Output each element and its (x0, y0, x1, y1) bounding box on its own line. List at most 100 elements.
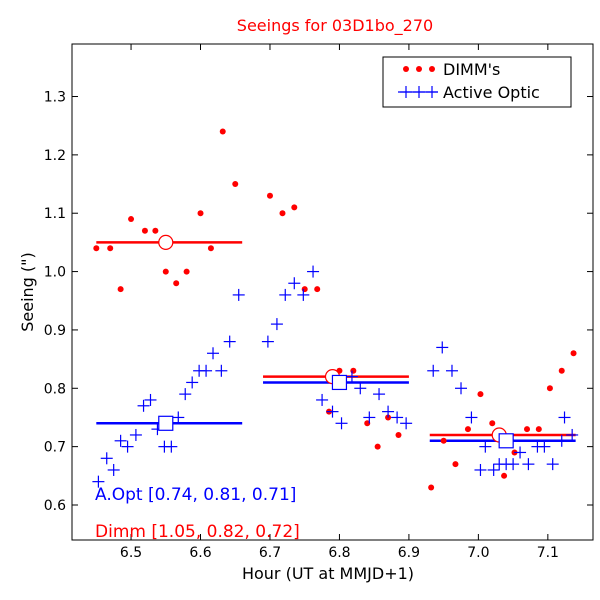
dimm-point (152, 227, 159, 234)
active-optic-point (382, 405, 395, 418)
dimm-point (173, 280, 180, 287)
dimm-point (350, 367, 357, 374)
active-optic-point (514, 446, 527, 459)
active-optic-point (223, 335, 236, 348)
active-optic-point (100, 452, 113, 465)
y-tick-label: 1.2 (44, 148, 66, 164)
dimm-point (570, 350, 577, 357)
legend-marks (398, 66, 438, 98)
active-optic-point (555, 434, 568, 447)
x-tick-label: 6.6 (189, 545, 211, 561)
dimm-point (501, 472, 508, 479)
dimm-point (464, 426, 471, 433)
active-optic-point (354, 382, 367, 395)
legend-dimm-dot (416, 66, 422, 72)
x-tick-label: 6.8 (328, 545, 350, 561)
legend-box (382, 56, 572, 108)
legend: DIMM's Active Optic (382, 56, 572, 108)
active-optic-point (522, 458, 535, 471)
active-optic-point (427, 364, 440, 377)
y-tick-label: 0.9 (44, 323, 66, 339)
median-markers (158, 234, 514, 449)
dimm-point (291, 204, 298, 211)
active-optic-point (297, 288, 310, 301)
y-tick-label: 1.0 (44, 265, 66, 281)
dimm-point (546, 385, 553, 392)
active-optic-point (144, 393, 157, 406)
dimm-point (117, 286, 124, 293)
legend-dimm-dot (429, 66, 435, 72)
dimm-point (266, 192, 273, 199)
annotation-aopt: A.Opt [0.74, 0.81, 0.71] (95, 485, 296, 505)
data-points (92, 128, 579, 491)
x-tick-label: 6.5 (120, 545, 142, 561)
dimm-point (524, 426, 531, 433)
active-optic-point (487, 463, 500, 476)
axis-ticks: 6.5 6.6 6.7 6.8 6.9 7.0 7.1 0.6 0.7 0.8 0.9 1.0 1.1 1… (44, 44, 593, 561)
x-tick-label: 6.7 (259, 545, 281, 561)
y-tick-label: 0.7 (44, 440, 66, 456)
active-optic-point (92, 475, 105, 488)
dimm-point (535, 426, 542, 433)
active-optic-point (215, 364, 228, 377)
aopt-median-marker (498, 433, 514, 449)
dimm-point (428, 484, 435, 491)
annotation-dimm: Dimm [1.05, 0.82, 0.72] (95, 522, 300, 542)
active-optic-point (391, 411, 404, 424)
y-tick-label: 0.8 (44, 381, 66, 397)
active-optic-point (363, 411, 376, 424)
dimm-point (141, 227, 148, 234)
y-tick-label: 1.1 (44, 206, 66, 222)
active-optic-point (558, 411, 571, 424)
active-optic-point (129, 428, 142, 441)
legend-dimm-dot (403, 66, 409, 72)
active-optic-point (179, 388, 192, 401)
active-optic-point (121, 440, 134, 453)
dimm-point (489, 420, 496, 427)
active-optic-point (307, 265, 320, 278)
dimm-point (452, 461, 459, 468)
dimm-point (279, 210, 286, 217)
active-optic-point (270, 318, 283, 331)
legend-label-aopt: Active Optic (443, 83, 540, 102)
active-optic-point (566, 428, 579, 441)
active-optic-point (316, 393, 329, 406)
dimm-point (162, 268, 169, 275)
active-optic-point (165, 440, 178, 453)
active-optic-point (114, 434, 127, 447)
x-tick-label: 7.1 (537, 545, 559, 561)
dimm-point (207, 245, 214, 252)
active-optic-point (507, 458, 520, 471)
dimm-point (558, 367, 565, 374)
legend-label-dimm: DIMM's (443, 60, 500, 79)
plot-frame (71, 43, 594, 541)
active-optic-point (137, 399, 150, 412)
active-optic-point (107, 463, 120, 476)
dimm-point (197, 210, 204, 217)
active-optic-point (279, 288, 292, 301)
y-tick-label: 1.3 (44, 90, 66, 106)
active-optic-point (345, 370, 358, 383)
x-tick-label: 6.9 (398, 545, 420, 561)
x-tick-label: 7.0 (467, 545, 489, 561)
active-optic-point (474, 463, 487, 476)
active-optic-point (546, 458, 559, 471)
active-optic-point (445, 364, 458, 377)
aopt-median-marker (158, 415, 174, 431)
active-optic-point (207, 347, 220, 360)
active-optic-point (455, 382, 468, 395)
active-optic-point (326, 405, 339, 418)
dimm-median-marker (158, 234, 174, 250)
dimm-point (232, 181, 239, 188)
aopt-median-marker (331, 374, 348, 391)
dimm-point (314, 286, 321, 293)
dimm-point (93, 245, 100, 252)
dimm-point (128, 216, 135, 223)
dimm-point (183, 268, 190, 275)
dimm-point (477, 391, 484, 398)
y-tick-label: 0.6 (44, 498, 66, 514)
active-optic-point (261, 335, 274, 348)
active-optic-point (186, 376, 199, 389)
active-optic-point (335, 417, 348, 430)
